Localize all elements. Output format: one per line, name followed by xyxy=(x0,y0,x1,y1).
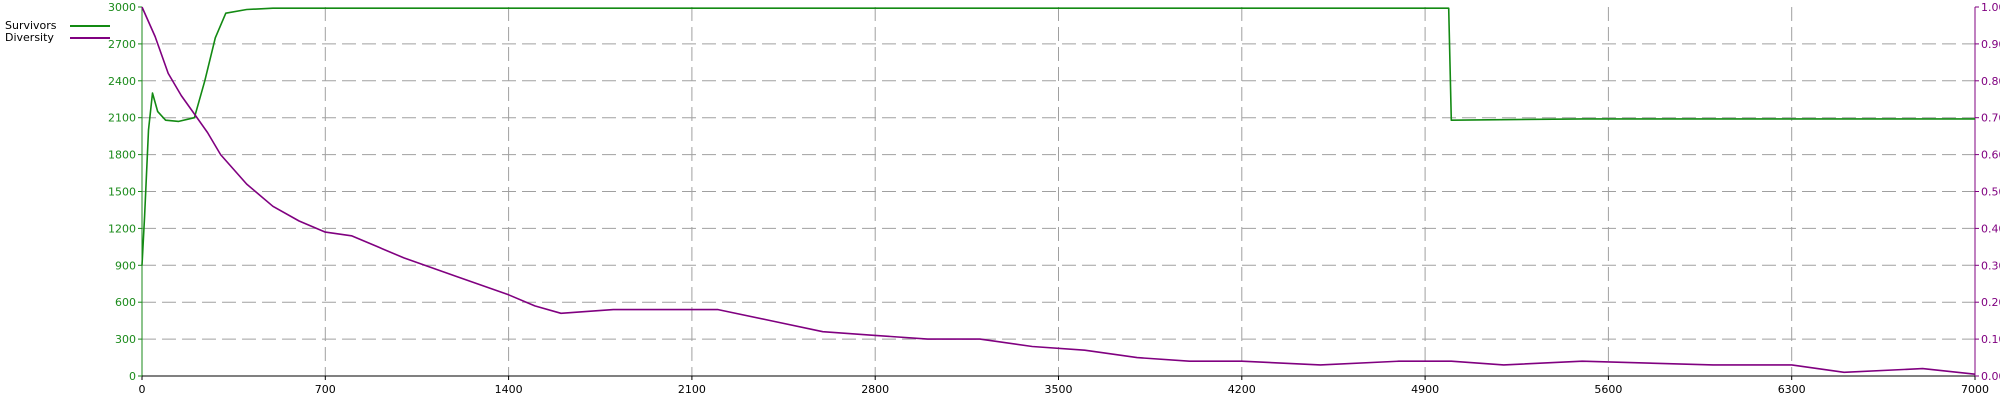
y-right-tick-label: 0.90 xyxy=(1981,38,2000,51)
x-tick-label: 6300 xyxy=(1778,383,1806,396)
x-tick-label: 4200 xyxy=(1228,383,1256,396)
x-tick-label: 700 xyxy=(315,383,336,396)
y-left-tick-label: 2400 xyxy=(108,75,136,88)
x-tick-label: 1400 xyxy=(495,383,523,396)
y-left-tick-label: 300 xyxy=(115,333,136,346)
y-left-tick-label: 2100 xyxy=(108,112,136,125)
y-left-tick-label: 0 xyxy=(129,370,136,383)
x-tick-label: 0 xyxy=(139,383,146,396)
y-left-tick-label: 900 xyxy=(115,259,136,272)
series-line-diversity xyxy=(141,6,1976,375)
y-left-tick-label: 600 xyxy=(115,296,136,309)
legend-label-diversity: Diversity xyxy=(5,31,54,44)
y-right-tick-label: 0.80 xyxy=(1981,75,2000,88)
y-right-tick-label: 0.50 xyxy=(1981,186,2000,199)
y-left-tick-label: 1800 xyxy=(108,149,136,162)
y-right-tick-label: 0.30 xyxy=(1981,259,2000,272)
x-tick-label: 2800 xyxy=(861,383,889,396)
legend-label-survivors: Survivors xyxy=(5,19,57,32)
y-right-tick-label: 0.40 xyxy=(1981,222,2000,235)
y-left-tick-label: 2700 xyxy=(108,38,136,51)
y-right-tick-label: 0.70 xyxy=(1981,112,2000,125)
y-left-tick-label: 3000 xyxy=(108,1,136,14)
x-tick-label: 2100 xyxy=(678,383,706,396)
y-left-tick-label: 1500 xyxy=(108,186,136,199)
y-right-tick-label: 0.60 xyxy=(1981,149,2000,162)
x-tick-label: 5600 xyxy=(1594,383,1622,396)
x-tick-label: 7000 xyxy=(1961,383,1989,396)
y-left-tick-label: 1200 xyxy=(108,222,136,235)
x-tick-label: 4900 xyxy=(1411,383,1439,396)
y-right-tick-label: 0.20 xyxy=(1981,296,2000,309)
y-right-tick-label: 0.10 xyxy=(1981,333,2000,346)
x-tick-label: 3500 xyxy=(1045,383,1073,396)
series-line-survivors xyxy=(141,7,1975,266)
y-right-tick-label: 1.00 xyxy=(1981,1,2000,14)
y-right-tick-label: 0.00 xyxy=(1981,370,2000,383)
